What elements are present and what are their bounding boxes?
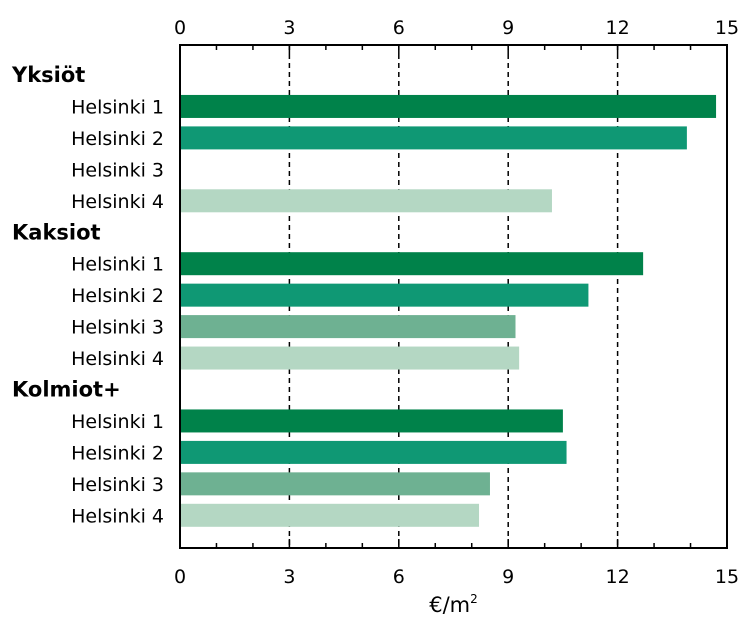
category-label: Helsinki 1 xyxy=(71,96,164,118)
bar xyxy=(181,189,552,213)
bar xyxy=(181,472,490,496)
x-tick-label-top: 9 xyxy=(502,17,514,39)
x-tick-label-bottom: 15 xyxy=(715,566,739,588)
category-label: Helsinki 1 xyxy=(71,411,164,433)
bar xyxy=(181,409,563,433)
x-tick-label-bottom: 0 xyxy=(174,566,186,588)
x-tick-label-bottom: 3 xyxy=(283,566,295,588)
x-tick-label-top: 0 xyxy=(174,17,186,39)
category-label: Helsinki 2 xyxy=(71,285,164,307)
bar xyxy=(181,283,589,307)
group-label: Kolmiot+ xyxy=(12,378,121,402)
category-label: Helsinki 3 xyxy=(71,159,164,181)
bar xyxy=(181,346,520,370)
x-tick-label-bottom: 12 xyxy=(606,566,630,588)
plot-frame xyxy=(179,44,728,549)
bar xyxy=(181,94,717,118)
category-label: Helsinki 2 xyxy=(71,442,164,464)
bars xyxy=(181,94,717,527)
axis-ticks xyxy=(179,45,728,548)
category-label: Helsinki 4 xyxy=(71,191,164,213)
bar xyxy=(181,503,480,527)
x-tick-label-top: 3 xyxy=(283,17,295,39)
category-label: Helsinki 1 xyxy=(71,254,164,276)
bar xyxy=(181,440,567,464)
category-label: Helsinki 4 xyxy=(71,505,164,527)
axis-labels: 0 0 3 3 6 6 9 9 12 12 15 15 Yksiöt Helsinki 1 Helsinki… xyxy=(11,17,739,588)
category-label: Helsinki 3 xyxy=(71,474,164,496)
category-label: Helsinki 4 xyxy=(71,348,164,370)
bar xyxy=(181,252,644,276)
x-tick-label-bottom: 6 xyxy=(393,566,405,588)
group-label: Yksiöt xyxy=(11,63,85,87)
category-label: Helsinki 3 xyxy=(71,317,164,339)
x-tick-label-top: 12 xyxy=(606,17,630,39)
bar xyxy=(181,315,516,339)
x-tick-label-top: 6 xyxy=(393,17,405,39)
x-axis-title: €/m2 xyxy=(429,592,478,617)
group-label: Kaksiot xyxy=(12,220,101,244)
bar xyxy=(181,126,687,150)
x-axis-title-superscript: 2 xyxy=(470,592,478,606)
x-tick-label-top: 15 xyxy=(715,17,739,39)
x-tick-label-bottom: 9 xyxy=(502,566,514,588)
category-label: Helsinki 2 xyxy=(71,128,164,150)
x-axis-title-main: €/m xyxy=(429,593,470,617)
